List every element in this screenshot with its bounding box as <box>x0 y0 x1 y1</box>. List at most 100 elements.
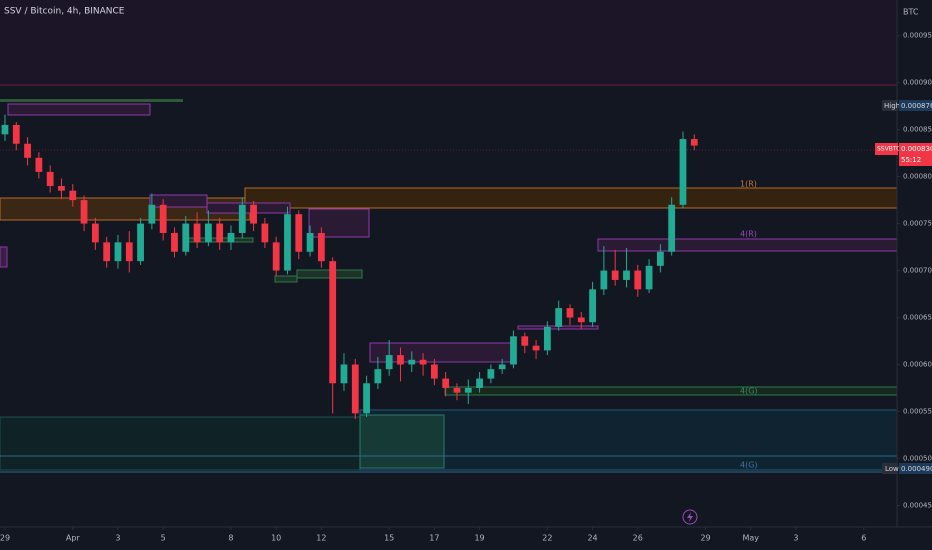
candle-body <box>216 223 224 243</box>
zone <box>206 202 291 214</box>
x-tick-label: 15 <box>384 534 394 543</box>
zone <box>308 208 370 238</box>
candle-body <box>430 364 438 379</box>
x-tick-label: 8 <box>228 534 233 543</box>
high-value: 0.0008760 <box>901 102 932 110</box>
zone-label: 4(G) <box>740 387 758 396</box>
candle-body <box>114 242 122 262</box>
candle-body <box>374 369 382 384</box>
x-tick-label: 29 <box>0 534 10 543</box>
candle-body <box>419 359 427 365</box>
x-tick-label: 29 <box>700 534 710 543</box>
candle-body <box>668 204 676 252</box>
upper-zone <box>0 0 897 85</box>
candle-body <box>329 261 337 384</box>
candle-body <box>261 223 269 243</box>
low-value: 0.0004901 <box>901 465 932 473</box>
candle-body <box>600 270 608 290</box>
symbol-badge <box>875 143 898 155</box>
last-price: 0.0008300 <box>901 145 932 153</box>
candle-body <box>46 171 54 186</box>
y-tick-label: 0.0005000 <box>903 454 932 462</box>
low-badge <box>882 463 898 474</box>
zone <box>0 416 361 471</box>
candle-body <box>80 200 88 224</box>
countdown: 55:12 <box>901 156 921 164</box>
zone <box>359 409 898 471</box>
x-tick-label: 12 <box>316 534 326 543</box>
low-value-badge <box>899 463 932 474</box>
candle-body <box>340 364 348 384</box>
candle-body <box>295 214 303 252</box>
x-tick-label: 3 <box>793 534 798 543</box>
high-label: High <box>884 102 900 110</box>
candle-body <box>91 223 99 243</box>
candle-body <box>645 265 653 290</box>
x-tick-label: May <box>743 534 760 543</box>
y-tick-label: 0.0004500 <box>903 501 932 509</box>
event-icon[interactable] <box>682 509 698 525</box>
zone <box>274 275 298 283</box>
candle-body <box>24 143 31 158</box>
x-tick-label: 5 <box>161 534 166 543</box>
candle-body <box>611 270 619 280</box>
candle-body <box>442 378 450 388</box>
candle-body <box>498 364 506 370</box>
event-icon-bolt <box>687 512 693 522</box>
x-tick-label: 19 <box>474 534 484 543</box>
candle-body <box>634 270 642 290</box>
candle-body <box>159 204 167 233</box>
candle-body <box>204 223 212 243</box>
y-tick-label: 0.0009000 <box>903 79 932 87</box>
zone-label: 1(R) <box>740 180 757 189</box>
candle-body <box>306 232 314 252</box>
candle-body <box>408 359 416 365</box>
candle-body <box>69 190 77 201</box>
y-tick-label: 0.0006000 <box>903 360 932 368</box>
price-axis <box>897 0 932 550</box>
candle-body <box>1 124 9 135</box>
low-label: Low <box>885 465 899 473</box>
high-badge <box>882 100 898 111</box>
candle-body <box>363 383 370 414</box>
y-tick-label: 0.0007000 <box>903 267 932 275</box>
x-tick-label: 24 <box>587 534 597 543</box>
candle-body <box>543 326 551 351</box>
zone <box>244 187 898 209</box>
symbol: SSVBTC <box>877 146 900 153</box>
zone <box>0 99 183 102</box>
candle-body <box>12 124 20 144</box>
zone <box>597 238 898 252</box>
x-tick-label: 6 <box>861 534 866 543</box>
candle-body <box>193 223 201 243</box>
candle-body <box>589 289 596 323</box>
x-tick-label: 10 <box>271 534 281 543</box>
y-tick-label: 0.0007500 <box>903 220 932 228</box>
high-value-badge <box>899 100 932 111</box>
candle-body <box>397 355 404 365</box>
candle-body <box>476 378 483 388</box>
candle-body <box>656 251 664 266</box>
candle-body <box>171 232 178 252</box>
x-axis: 29 Apr 3 5 8 10 12 15 17 19 22 24 26 29 May 3 6 <box>0 527 866 543</box>
candle-body <box>487 369 495 379</box>
candle-body <box>679 139 687 205</box>
currency-label: BTC <box>903 8 919 17</box>
y-tick-label: 0.0006500 <box>903 314 932 322</box>
y-tick-label: 0.0008500 <box>903 126 932 134</box>
y-tick-label: 0.0008000 <box>903 173 932 181</box>
x-tick-label: 22 <box>542 534 552 543</box>
candle-body <box>35 157 43 172</box>
candle-body <box>182 223 190 252</box>
time-axis <box>0 527 897 550</box>
zone <box>0 246 8 268</box>
y-tick-label: 0.0005500 <box>903 407 932 415</box>
x-tick-label: 26 <box>633 534 643 543</box>
x-tick-label: 3 <box>115 534 120 543</box>
candle-body <box>521 336 529 346</box>
candle-body <box>103 242 111 262</box>
zone <box>444 386 898 396</box>
candle-body <box>555 308 563 327</box>
candle-body <box>566 308 574 318</box>
